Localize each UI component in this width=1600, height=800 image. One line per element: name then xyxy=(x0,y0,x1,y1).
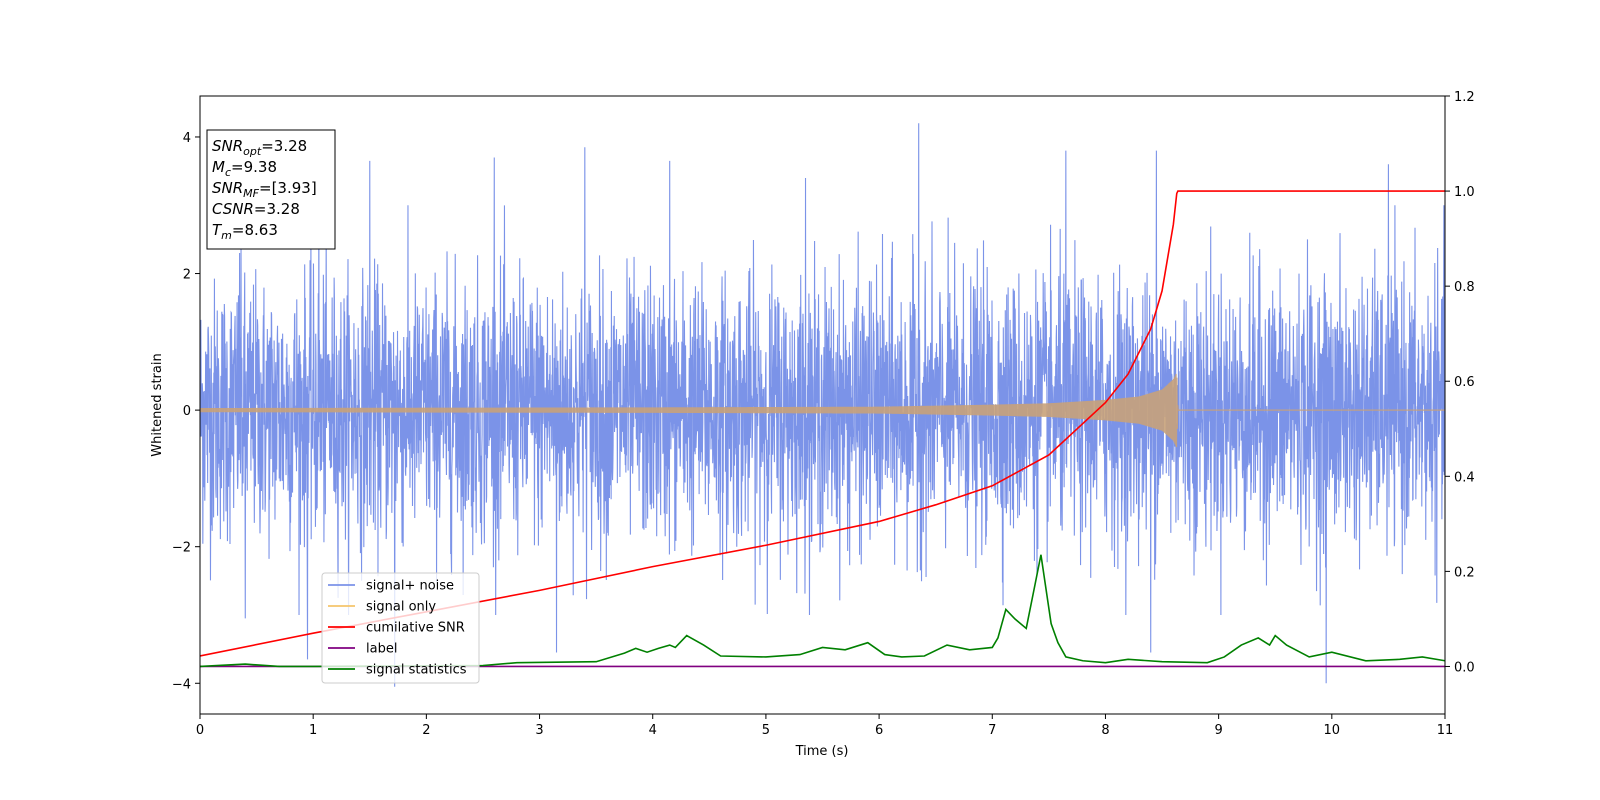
y-right-tick-label: 0.6 xyxy=(1454,375,1475,390)
x-tick-label: 11 xyxy=(1437,723,1454,738)
y-right-tick-label: 1.0 xyxy=(1454,185,1475,200)
x-tick-label: 8 xyxy=(1101,723,1109,738)
y-axis-label: Whitened strain xyxy=(150,353,165,456)
info-box-frame xyxy=(206,129,336,250)
x-tick-label: 2 xyxy=(422,723,430,738)
x-tick-label: 6 xyxy=(875,723,883,738)
info-box-line: SNRopt=3.28 xyxy=(212,137,307,158)
y-right-tick-label: 0.0 xyxy=(1454,660,1475,675)
legend-label: signal+ noise xyxy=(366,579,454,594)
x-tick-label: 3 xyxy=(535,723,543,738)
info-box-line: Mc=9.38 xyxy=(212,158,277,179)
x-tick-label: 5 xyxy=(762,723,770,738)
y-right-tick-label: 0.4 xyxy=(1454,470,1475,485)
series-signal-statistics xyxy=(200,554,1445,668)
x-tick-label: 1 xyxy=(309,723,317,738)
series-signal-only xyxy=(200,373,1445,448)
x-tick-label: 10 xyxy=(1324,723,1341,738)
y-right-tick-label: 1.2 xyxy=(1454,90,1475,105)
legend-label: cumilative SNR xyxy=(366,621,465,636)
legend: signal+ noise signal only cumilative SNR la… xyxy=(321,572,480,684)
y-right-tick-label: 0.8 xyxy=(1454,280,1475,295)
y-right-tick-label: 0.2 xyxy=(1454,565,1475,580)
plot-frame xyxy=(199,95,1446,715)
y-left-tick-label: −2 xyxy=(172,541,191,556)
x-tick-label: 7 xyxy=(988,723,996,738)
info-box-line: CSNR=3.28 xyxy=(212,200,300,218)
y-left-tick-label: −4 xyxy=(172,677,191,692)
y-left-tick-label: 4 xyxy=(183,131,191,146)
legend-label: label xyxy=(366,642,397,657)
x-tick-label: 4 xyxy=(649,723,657,738)
series-cumilative-snr xyxy=(200,190,1445,657)
info-box-line: Tm=8.63 xyxy=(212,221,278,242)
legend-label: signal statistics xyxy=(366,663,467,678)
x-axis-label: Time (s) xyxy=(795,744,849,759)
legend-label: signal only xyxy=(366,600,436,615)
x-tick-label: 0 xyxy=(196,723,204,738)
info-box-line: SNRMF=[3.93] xyxy=(212,179,317,200)
y-left-tick-label: 2 xyxy=(183,268,191,283)
legend-frame xyxy=(321,572,480,684)
y-left-tick-label: 0 xyxy=(183,404,191,419)
x-tick-label: 9 xyxy=(1214,723,1222,738)
